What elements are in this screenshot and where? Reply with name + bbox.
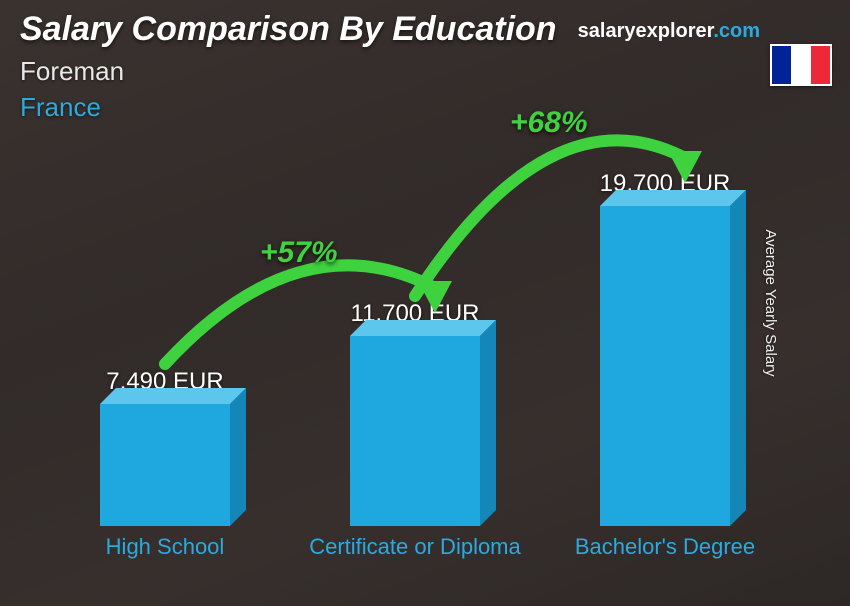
- bar-wrap: 11,700 EUR: [291, 300, 539, 526]
- flag-stripe-red: [811, 46, 830, 84]
- bar-top-face: [100, 388, 246, 404]
- bar: [600, 206, 730, 526]
- infographic-stage: Salary Comparison By Education Foreman F…: [0, 0, 850, 606]
- bar-top-face: [600, 190, 746, 206]
- bar-wrap: 19,700 EUR: [541, 170, 789, 526]
- bar-front-face: [350, 336, 480, 526]
- category-label: Bachelor's Degree: [541, 530, 789, 586]
- brand-name: salaryexplorer: [578, 20, 714, 42]
- bar-top-face: [350, 320, 496, 336]
- chart-title: Salary Comparison By Education: [20, 10, 557, 49]
- increase-pct-label: +68%: [510, 106, 588, 140]
- labels-container: High SchoolCertificate or DiplomaBachelo…: [40, 530, 790, 586]
- increase-pct-label: +57%: [260, 236, 338, 270]
- flag-stripe-white: [791, 46, 810, 84]
- chart-subtitle: Foreman: [20, 56, 124, 87]
- brand-domain: .com: [713, 20, 760, 42]
- chart-country: France: [20, 92, 101, 123]
- bars-container: 7,490 EUR11,700 EUR19,700 EUR: [40, 130, 790, 526]
- flag-france-icon: [770, 44, 832, 86]
- bar-wrap: 7,490 EUR: [41, 368, 289, 526]
- bar-chart: 7,490 EUR11,700 EUR19,700 EUR High Schoo…: [40, 130, 790, 586]
- bar-side-face: [230, 388, 246, 526]
- bar-side-face: [730, 190, 746, 526]
- bar: [100, 404, 230, 526]
- category-label: High School: [41, 530, 289, 586]
- bar-side-face: [480, 320, 496, 526]
- bar: [350, 336, 480, 526]
- category-label: Certificate or Diploma: [291, 530, 539, 586]
- bar-front-face: [100, 404, 230, 526]
- flag-stripe-blue: [772, 46, 791, 84]
- brand-watermark: salaryexplorer.com: [578, 20, 760, 43]
- bar-front-face: [600, 206, 730, 526]
